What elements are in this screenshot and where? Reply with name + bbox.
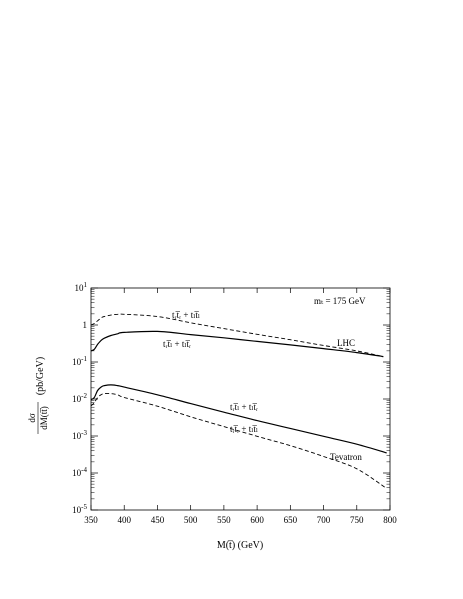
y-tick-label: 10-2: [72, 392, 87, 404]
x-tick-label: 400: [117, 515, 131, 525]
plot-frame: [90, 287, 391, 511]
y-tick-label: 10-5: [72, 503, 87, 515]
lhc-solid-series-label: tᵣt̅ₗ + tₗt̅ᵣ: [163, 339, 191, 349]
y-tick-exponent: -5: [81, 503, 87, 511]
y-tick-base: 10: [72, 468, 82, 478]
y-tick-base: 10: [75, 283, 85, 293]
lhc-dashed-series-label: tᵣt̅ᵣ + tₗt̅ₗ: [172, 310, 200, 320]
y-tick-exponent: -2: [81, 392, 87, 400]
y-tick-exponent: -4: [81, 466, 87, 474]
tick-labels: 350 400 450 500 550 600 650 700 750 800101110-110…: [72, 281, 397, 525]
y-label-denominator: dM(tt̅): [39, 406, 49, 430]
axis-ticks: [90, 287, 391, 511]
x-tick-label: 650: [284, 515, 298, 525]
y-tick-exponent: -3: [81, 429, 87, 437]
y-label-unit: (pb/GeV): [35, 357, 46, 395]
x-tick-label: 700: [317, 515, 331, 525]
tevatron-solid-series-label: tᵣt̅ₗ + tₗt̅ᵣ: [230, 402, 258, 412]
top-mass-annotation: mₜ = 175 GeV: [314, 296, 366, 306]
x-axis-label: M(t̅) (GeV): [217, 540, 263, 551]
y-tick-exponent: -1: [81, 355, 87, 363]
y-tick-base: 10: [72, 505, 82, 515]
series-line-3: [90, 393, 387, 489]
x-tick-label: 750: [350, 515, 364, 525]
series-line-1: [90, 330, 384, 358]
lhc-annotation: LHC: [337, 338, 355, 348]
tevatron-dashed-series-label: tᵣt̅ᵣ + tₗt̅ₗ: [230, 424, 258, 434]
y-tick-label: 10-1: [72, 355, 87, 367]
y-tick-label: 1: [83, 320, 88, 330]
y-tick-label: 10-4: [72, 466, 87, 478]
y-tick-exponent: 1: [84, 281, 88, 289]
y-tick-base: 10: [72, 394, 82, 404]
series-line-2: [90, 384, 387, 454]
x-tick-label: 450: [151, 515, 165, 525]
tevatron-annotation: Tevatron: [330, 452, 362, 462]
y-tick-base: 10: [72, 357, 82, 367]
y-tick-label: 101: [75, 281, 88, 293]
x-tick-label: 550: [217, 515, 231, 525]
y-tick-base: 1: [83, 320, 88, 330]
x-tick-label: 800: [383, 515, 397, 525]
y-tick-label: 10-3: [72, 429, 87, 441]
x-tick-label: 600: [250, 515, 264, 525]
y-label-numerator: dσ: [27, 413, 37, 423]
y-axis-label: dσ dM(tt̅) (pb/GeV): [27, 357, 49, 434]
x-tick-label: 500: [184, 515, 198, 525]
x-tick-label: 350: [84, 515, 98, 525]
series-layer: [90, 313, 387, 489]
y-tick-base: 10: [72, 431, 82, 441]
series-line-0: [90, 313, 384, 358]
